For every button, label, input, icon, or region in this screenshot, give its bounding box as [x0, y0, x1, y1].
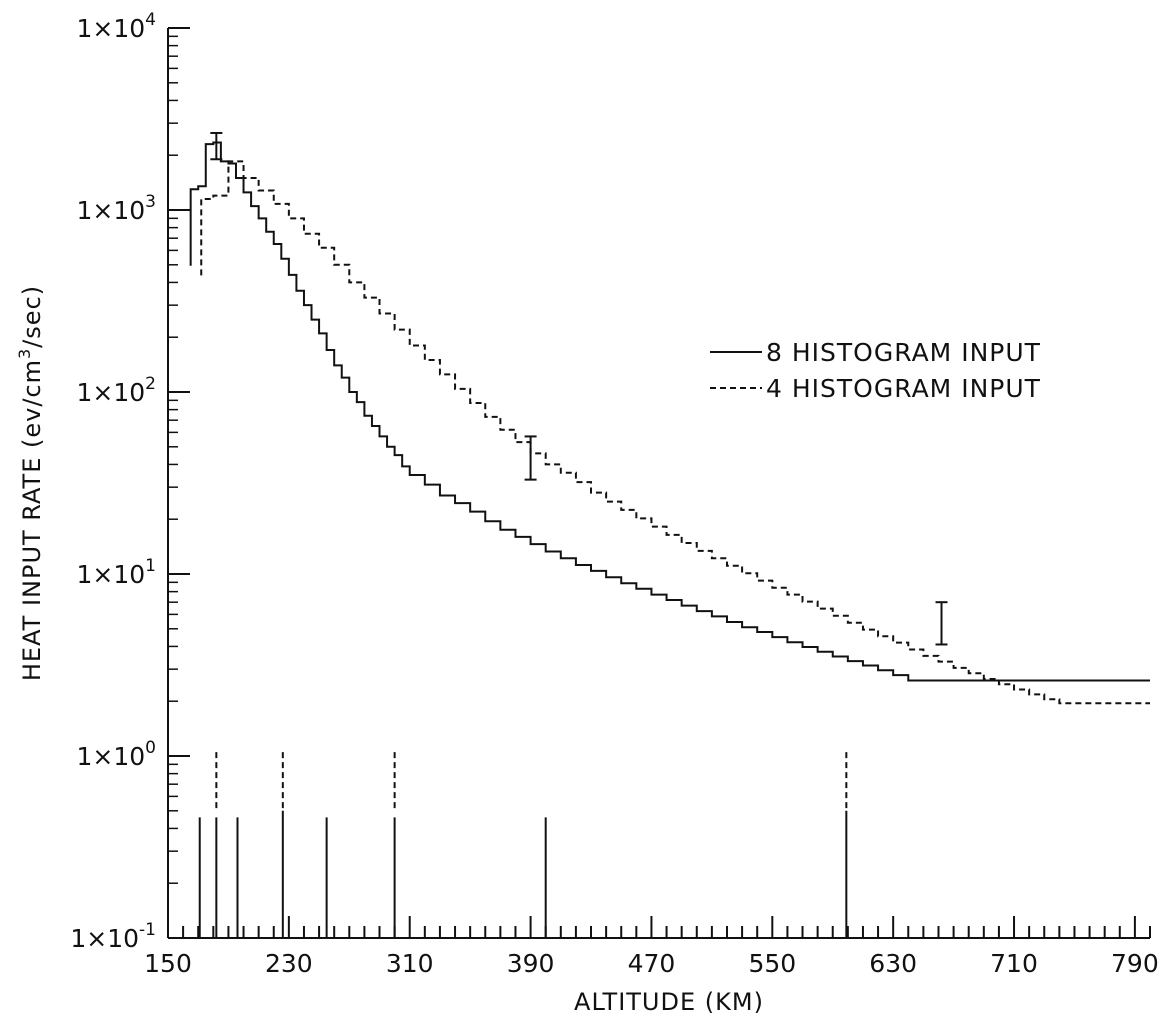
y-tick-label: 1×101 [77, 556, 157, 589]
x-tick-label: 710 [990, 949, 1038, 978]
series-4-histogram-line [200, 160, 1150, 705]
y-axis-title: HEAT INPUT RATE (ev/cm3/sec) [15, 285, 46, 681]
y-tick-label: 1×10-1 [70, 920, 156, 953]
y-tick-label: 1×104 [77, 10, 157, 43]
y-axis-title-tail: /sec) [18, 285, 46, 348]
y-axis-title-main: HEAT INPUT RATE (ev/cm [18, 359, 46, 681]
error-bar [935, 601, 948, 646]
y-tick-label: 1×103 [77, 192, 157, 225]
legend-label-8-histogram: 8 HISTOGRAM INPUT [766, 338, 1041, 367]
error-bar [210, 131, 223, 161]
x-tick-label: 230 [265, 949, 313, 978]
x-tick-label: 390 [507, 949, 555, 978]
legend: 8 HISTOGRAM INPUT 4 HISTOGRAM INPUT [710, 338, 1041, 403]
x-tick-label: 630 [869, 949, 917, 978]
y-axis-title-sup: 3 [15, 348, 34, 359]
x-tick-label: 310 [386, 949, 434, 978]
error-bar [524, 435, 537, 481]
series-8-histogram-line [189, 141, 1150, 682]
x-tick-label: 470 [628, 949, 676, 978]
series-layer [189, 141, 1150, 705]
x-tick-label: 550 [748, 949, 796, 978]
bin-markers [198, 752, 848, 938]
x-tick-label: 150 [144, 949, 192, 978]
error-bars [210, 131, 948, 646]
plot-frame [167, 28, 1150, 939]
x-tick-label: 790 [1111, 949, 1159, 978]
y-tick-label: 1×102 [77, 374, 157, 407]
x-ticks: 150 230 310 390 470 550 630 710 790 [144, 916, 1159, 978]
y-ticks: 1×10-1 1×100 1×101 1×102 1×103 1×104 [70, 10, 190, 953]
x-axis-title: ALTITUDE (KM) [574, 988, 764, 1016]
y-tick-label: 1×100 [77, 738, 157, 771]
legend-label-4-histogram: 4 HISTOGRAM INPUT [766, 374, 1041, 403]
